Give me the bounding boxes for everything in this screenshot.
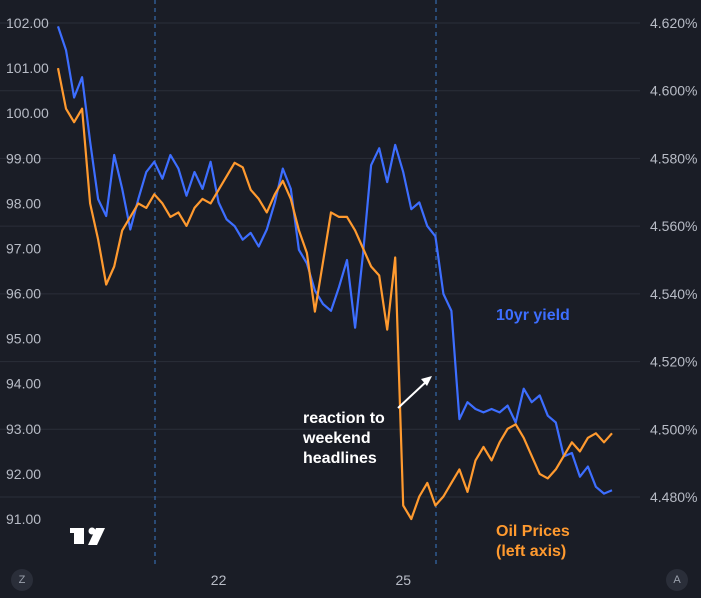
left-tick-label: 97.00 bbox=[6, 240, 41, 256]
annotation-reaction: reaction to weekend headlines bbox=[302, 376, 432, 467]
series-label-10yr-yield: 10yr yield bbox=[496, 307, 570, 324]
left-tick-label: 99.00 bbox=[6, 150, 41, 166]
right-tick-label: 4.520% bbox=[650, 354, 697, 370]
x-tick-label: 22 bbox=[211, 572, 227, 588]
series-label-left-axis: (left axis) bbox=[496, 543, 566, 560]
annotation-line-3: headlines bbox=[303, 450, 377, 467]
series-label-oil-prices: Oil Prices bbox=[496, 523, 570, 540]
left-tick-label: 101.00 bbox=[6, 60, 49, 76]
right-tick-label: 4.560% bbox=[650, 218, 697, 234]
grid-lines bbox=[0, 22, 640, 498]
left-tick-label: 94.00 bbox=[6, 376, 41, 392]
annotation-arrowhead bbox=[421, 376, 432, 386]
timezone-button[interactable]: Z bbox=[11, 569, 33, 591]
left-tick-label: 95.00 bbox=[6, 331, 41, 347]
left-axis-ticks: 102.00 101.00 100.00 99.00 98.00 97.00 96.00 95… bbox=[6, 15, 49, 527]
right-tick-label: 4.600% bbox=[650, 83, 697, 99]
annotation-line-2: weekend bbox=[302, 430, 371, 447]
x-axis-ticks: 22 25 bbox=[211, 572, 411, 588]
left-tick-label: 92.00 bbox=[6, 466, 41, 482]
tradingview-logo-icon bbox=[70, 527, 105, 545]
annotation-arrow bbox=[397, 379, 429, 409]
left-tick-label: 91.00 bbox=[6, 511, 41, 527]
series-lines bbox=[56, 26, 613, 521]
x-tick-label: 25 bbox=[395, 572, 411, 588]
right-tick-label: 4.540% bbox=[650, 286, 697, 302]
right-tick-label: 4.580% bbox=[650, 150, 697, 166]
left-tick-label: 98.00 bbox=[6, 195, 41, 211]
annotation-line-1: reaction to bbox=[303, 410, 385, 427]
left-tick-label: 100.00 bbox=[6, 105, 49, 121]
right-tick-label: 4.620% bbox=[650, 15, 697, 31]
session-breaks bbox=[154, 0, 437, 565]
right-axis-ticks: 4.620% 4.600% 4.580% 4.560% 4.540% 4.520% 4.50… bbox=[650, 15, 697, 505]
series-line-oil-prices bbox=[56, 67, 613, 521]
series-line-10yr-yield bbox=[56, 26, 613, 495]
right-tick-label: 4.480% bbox=[650, 489, 697, 505]
left-tick-label: 102.00 bbox=[6, 15, 49, 31]
left-tick-label: 93.00 bbox=[6, 421, 41, 437]
left-tick-label: 96.00 bbox=[6, 286, 41, 302]
auto-scale-button[interactable]: A bbox=[666, 569, 688, 591]
right-tick-label: 4.500% bbox=[650, 421, 697, 437]
